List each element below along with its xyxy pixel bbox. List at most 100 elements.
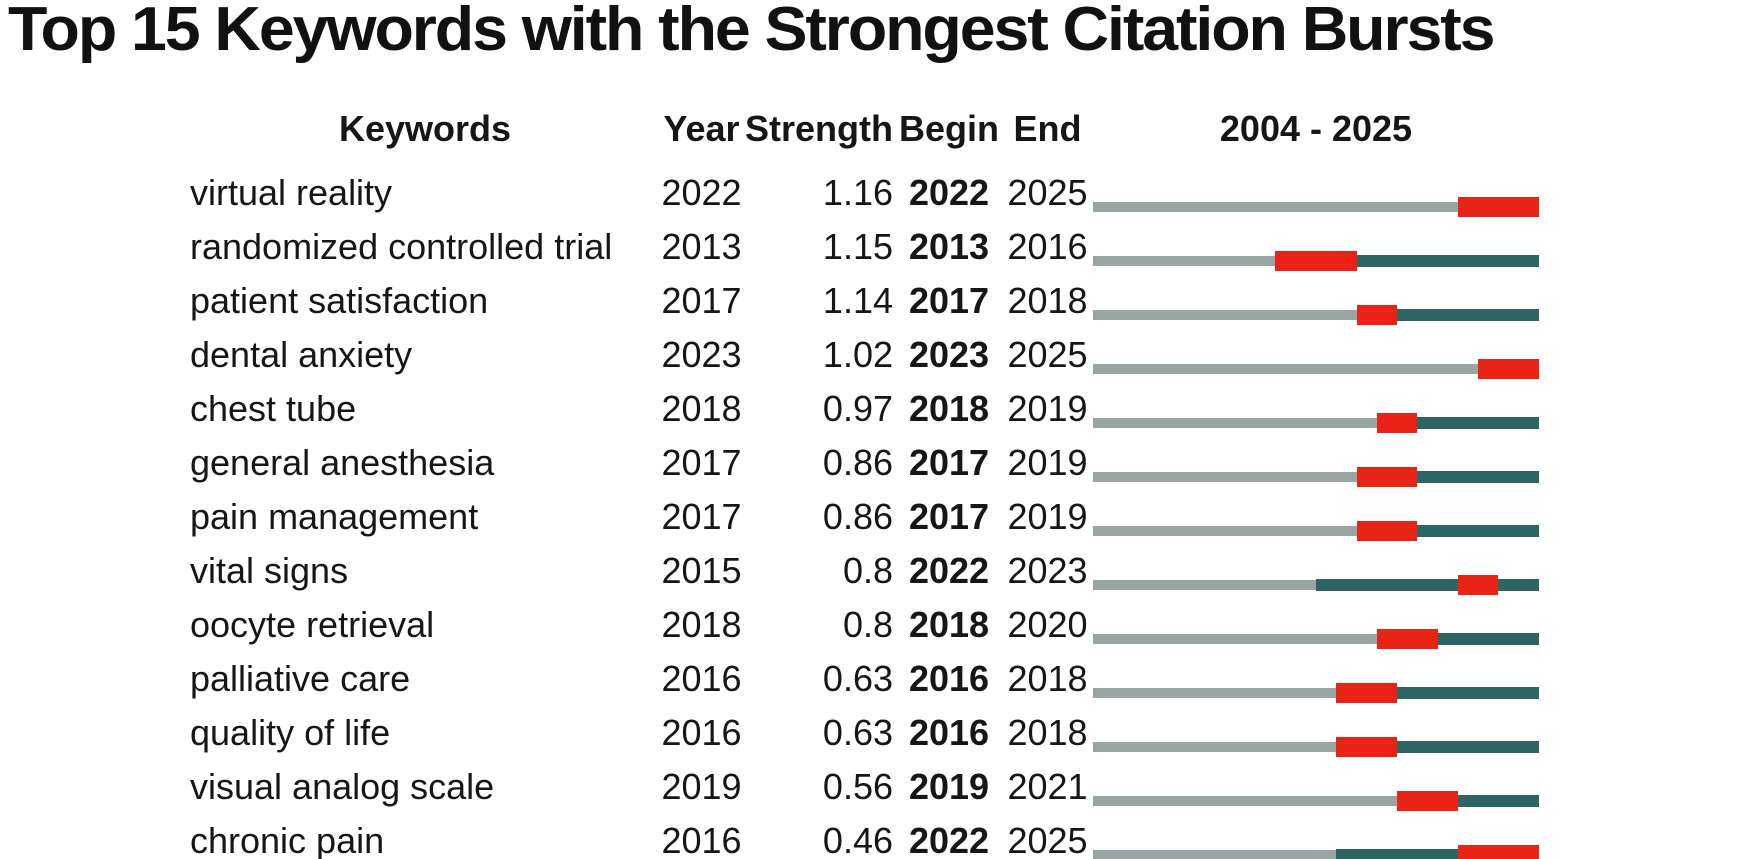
begin-cell: 2017 (908, 280, 990, 321)
year-cell: 2016 (661, 712, 742, 753)
timeline-bar (1093, 305, 1539, 325)
timeline-cell (1090, 436, 1542, 490)
year-cell: 2016 (661, 820, 742, 859)
year-cell: 2013 (661, 226, 742, 267)
end-cell: 2018 (1007, 280, 1088, 321)
bar-segment-burst (1457, 197, 1539, 217)
keyword-cell: chest tube (190, 388, 357, 429)
keyword-cell: quality of life (190, 712, 391, 753)
strength-cell: 0.63 (822, 712, 893, 753)
begin-cell: 2018 (908, 388, 990, 429)
keyword-cell: dental anxiety (190, 334, 413, 375)
timeline-cell (1090, 490, 1542, 544)
strength-cell: 1.14 (822, 280, 893, 321)
strength-cell: 0.86 (822, 496, 893, 537)
column-header-end: End (1013, 108, 1082, 149)
timeline-cell (1090, 814, 1542, 859)
bar-segment-base (1093, 202, 1458, 212)
bar-segment-active (1356, 255, 1539, 267)
strength-cell: 0.8 (842, 604, 893, 645)
bar-segment-burst (1356, 467, 1418, 487)
bar-segment-base (1093, 256, 1276, 266)
end-cell: 2020 (1007, 604, 1088, 645)
begin-cell: 2022 (908, 820, 990, 859)
bar-segment-base (1093, 526, 1357, 536)
year-cell: 2018 (661, 604, 742, 645)
timeline-cell (1090, 166, 1542, 220)
year-cell: 2019 (661, 766, 742, 807)
timeline-cell (1090, 274, 1542, 328)
bar-segment-base (1093, 850, 1337, 859)
bar-segment-active (1397, 741, 1539, 753)
begin-cell: 2013 (908, 226, 990, 267)
bar-segment-base (1093, 742, 1337, 752)
keyword-cell: randomized controlled trial (190, 226, 613, 267)
bar-segment-active (1437, 633, 1539, 645)
column-header-begin: Begin (898, 108, 999, 149)
begin-cell: 2017 (908, 496, 990, 537)
timeline-bar (1093, 359, 1539, 379)
year-cell: 2023 (661, 334, 742, 375)
timeline-bar (1093, 467, 1539, 487)
table-row: randomized controlled trial 2013 1.15 20… (190, 220, 1755, 274)
bar-segment-active (1316, 579, 1458, 591)
table-row: patient satisfaction 2017 1.14 2017 2018 (190, 274, 1755, 328)
year-cell: 2017 (661, 280, 742, 321)
timeline-cell (1090, 328, 1542, 382)
end-cell: 2018 (1007, 712, 1088, 753)
year-cell: 2016 (661, 658, 742, 699)
table-row: palliative care 2016 0.63 2016 2018 (190, 652, 1755, 706)
bar-segment-active (1417, 417, 1539, 429)
timeline-cell (1090, 382, 1542, 436)
bar-segment-burst (1457, 575, 1499, 595)
keyword-cell: chronic pain (190, 820, 385, 859)
timeline-cell (1090, 544, 1542, 598)
end-cell: 2025 (1007, 334, 1088, 375)
end-cell: 2018 (1007, 658, 1088, 699)
year-cell: 2022 (661, 172, 742, 213)
begin-cell: 2022 (908, 550, 990, 591)
bar-segment-burst (1457, 845, 1539, 859)
begin-cell: 2018 (908, 604, 990, 645)
timeline-cell (1090, 760, 1542, 814)
begin-cell: 2022 (908, 172, 990, 213)
column-header-keywords: Keywords (338, 108, 512, 149)
keyword-cell: visual analog scale (190, 766, 495, 807)
bar-segment-burst (1336, 737, 1398, 757)
bar-segment-base (1093, 364, 1479, 374)
table-row: visual analog scale 2019 0.56 2019 2021 (190, 760, 1755, 814)
end-cell: 2019 (1007, 442, 1088, 483)
table-row: general anesthesia 2017 0.86 2017 2019 (190, 436, 1755, 490)
table-body: virtual reality 2022 1.16 2022 2025 rand… (0, 166, 1755, 859)
end-cell: 2025 (1007, 820, 1088, 859)
table-row: oocyte retrieval 2018 0.8 2018 2020 (190, 598, 1755, 652)
column-header-strength: Strength (745, 108, 893, 149)
table-row: virtual reality 2022 1.16 2022 2025 (190, 166, 1755, 220)
bar-segment-burst (1376, 413, 1418, 433)
bar-segment-burst (1397, 791, 1458, 811)
bar-segment-base (1093, 418, 1377, 428)
strength-cell: 0.56 (822, 766, 893, 807)
year-cell: 2017 (661, 442, 742, 483)
bar-segment-active (1417, 525, 1539, 537)
bar-segment-active (1397, 687, 1539, 699)
end-cell: 2025 (1007, 172, 1088, 213)
bar-segment-burst (1356, 305, 1398, 325)
keyword-cell: oocyte retrieval (190, 604, 435, 645)
bar-segment-burst (1478, 359, 1539, 379)
bar-segment-base (1093, 580, 1316, 590)
bar-segment-base (1093, 472, 1357, 482)
strength-cell: 1.15 (822, 226, 893, 267)
bar-segment-burst (1275, 251, 1357, 271)
bar-segment-active (1336, 849, 1458, 859)
bar-segment-base (1093, 796, 1398, 806)
bar-segment-active (1457, 795, 1539, 807)
bar-segment-base (1093, 688, 1337, 698)
begin-cell: 2019 (908, 766, 990, 807)
year-cell: 2017 (661, 496, 742, 537)
timeline-bar (1093, 251, 1539, 271)
strength-cell: 0.63 (822, 658, 893, 699)
begin-cell: 2023 (908, 334, 990, 375)
timeline-cell (1090, 652, 1542, 706)
table-header-row: Keywords Year Strength Begin End 2004 - … (190, 102, 1755, 156)
